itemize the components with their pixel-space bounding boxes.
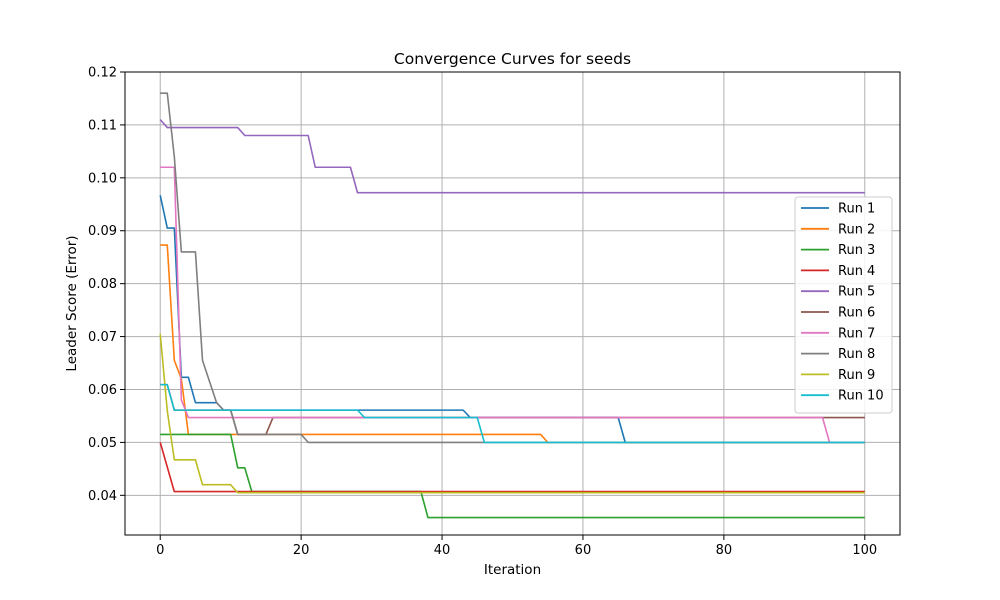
x-tick-label: 80 [716,543,733,558]
x-tick-label: 60 [575,543,592,558]
legend-entry-label: Run 10 [838,389,884,404]
y-tick-label: 0.10 [88,171,117,186]
series-line-run-8 [160,92,865,444]
y-tick-label: 0.06 [88,383,117,398]
series-line-run-3 [160,433,865,519]
y-tick-label: 0.11 [88,118,117,133]
legend-entry-label: Run 1 [838,202,875,217]
x-tick-label: 40 [434,543,451,558]
chart-title: Convergence Curves for seeds [394,50,631,68]
series-line-run-5 [159,119,865,194]
y-tick-label: 0.12 [88,66,117,81]
legend-box [794,196,893,414]
y-tick-label: 0.08 [88,277,117,292]
y-tick-label: 0.07 [88,330,117,345]
legend-entry-label: Run 2 [838,222,875,237]
legend-entry-label: Run 8 [838,347,875,362]
series-line-run-10 [160,383,865,444]
legend-entry-label: Run 6 [838,306,875,321]
x-axis-label: Iteration [484,562,541,578]
y-tick-label: 0.09 [88,224,117,239]
y-tick-label: 0.05 [88,436,117,451]
y-axis-label: Leader Score (Error) [64,235,80,371]
legend: Run 1 Run 2 Run 3 Run 4 Run 5 Run 6 Run 7 Run 8… [794,196,893,414]
x-tick-label: 20 [293,543,310,558]
legend-entry-label: Run 9 [838,368,875,383]
x-tick-label: 0 [156,543,164,558]
legend-entry-label: Run 7 [838,326,875,341]
plot-frame [124,71,901,536]
legend-entry-label: Run 5 [838,285,875,300]
series-line-run-9 [159,333,865,494]
legend-entry-label: Run 4 [838,264,875,279]
legend-entry-label: Run 3 [838,243,875,258]
y-axis-ticks: 0.04 0.05 0.06 0.07 0.08 0.09 0.10 0.11 0.12 [88,66,125,504]
y-tick-label: 0.04 [88,489,117,504]
series-line-run-4 [159,442,865,493]
x-tick-label: 100 [852,543,877,558]
series-layer [159,92,865,519]
x-axis-ticks: 0 20 40 60 80 100 [156,535,877,558]
